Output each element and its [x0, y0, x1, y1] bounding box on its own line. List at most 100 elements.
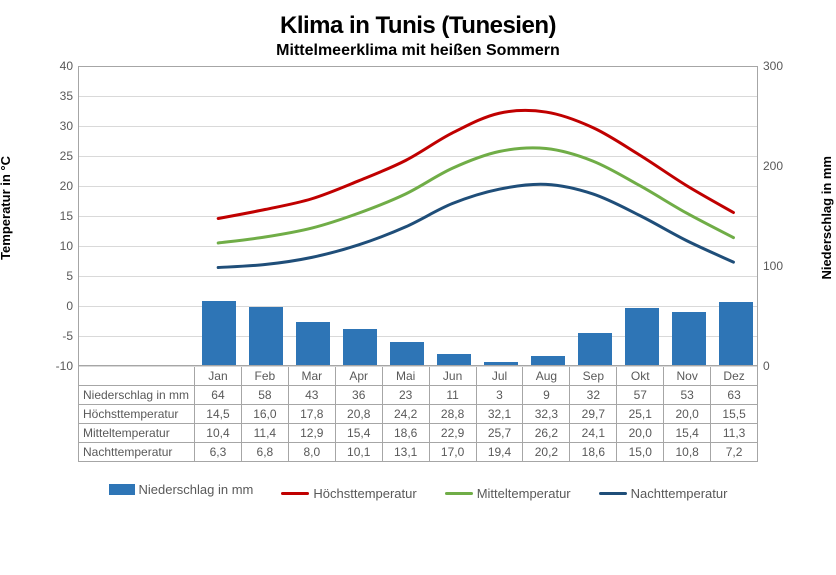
category-cell: Feb	[242, 367, 289, 385]
data-cell: 20,2	[523, 443, 570, 461]
data-cell: 15,5	[711, 405, 758, 423]
category-cell: Nov	[664, 367, 711, 385]
data-cell: 12,9	[289, 424, 336, 442]
legend-label: Höchsttemperatur	[313, 486, 416, 501]
data-cell: 26,2	[523, 424, 570, 442]
data-cell: 22,9	[430, 424, 477, 442]
legend-label: Nachttemperatur	[631, 486, 728, 501]
row-header: Höchsttemperatur	[79, 405, 195, 423]
plot-area: -10-505101520253035400100200300	[78, 66, 758, 366]
data-cell: 15,4	[664, 424, 711, 442]
data-cell: 32	[570, 386, 617, 404]
table-row: Nachttemperatur6,36,88,010,113,117,019,4…	[79, 442, 758, 461]
category-cell: Dez	[711, 367, 758, 385]
legend: Niederschlag in mm Höchsttemperatur Mittel…	[12, 482, 824, 501]
data-cell: 18,6	[383, 424, 430, 442]
row-header: Nachttemperatur	[79, 443, 195, 461]
data-cell: 11,3	[711, 424, 758, 442]
data-cell: 7,2	[711, 443, 758, 461]
data-cell: 43	[289, 386, 336, 404]
legend-line-icon	[599, 492, 627, 495]
category-cell: Jul	[477, 367, 524, 385]
data-cell: 20,0	[617, 424, 664, 442]
data-cell: 17,8	[289, 405, 336, 423]
data-cell: 63	[711, 386, 758, 404]
data-cell: 15,4	[336, 424, 383, 442]
climate-chart-container: Klima in Tunis (Tunesien) Mittelmeerklim…	[0, 0, 836, 575]
y-tick-left: -10	[56, 359, 79, 373]
data-cell: 8,0	[289, 443, 336, 461]
data-cell: 6,3	[195, 443, 242, 461]
data-cell: 25,7	[477, 424, 524, 442]
y-tick-left: 25	[60, 149, 79, 163]
y-tick-left: 0	[66, 299, 79, 313]
category-cell: Jun	[430, 367, 477, 385]
data-cell: 29,7	[570, 405, 617, 423]
y-tick-left: 10	[60, 239, 79, 253]
chart-area: Temperatur in °C Niederschlag in mm -10-…	[48, 66, 788, 462]
data-cell: 11	[430, 386, 477, 404]
lines-svg	[79, 66, 757, 365]
table-row: Höchsttemperatur14,516,017,820,824,228,8…	[79, 404, 758, 423]
data-table: JanFebMarAprMaiJunJulAugSepOktNovDezNied…	[78, 366, 758, 462]
data-cell: 10,8	[664, 443, 711, 461]
row-header: Niederschlag in mm	[79, 386, 195, 404]
data-cell: 32,1	[477, 405, 524, 423]
y-axis-right-label: Niederschlag in mm	[819, 156, 834, 280]
category-cell: Apr	[336, 367, 383, 385]
data-cell: 10,4	[195, 424, 242, 442]
category-cell: Mar	[289, 367, 336, 385]
data-cell: 3	[477, 386, 524, 404]
data-cell: 17,0	[430, 443, 477, 461]
data-cell: 13,1	[383, 443, 430, 461]
y-axis-left-label: Temperatur in °C	[0, 156, 13, 260]
chart-title: Klima in Tunis (Tunesien)	[12, 12, 824, 40]
legend-bar-icon	[109, 484, 135, 495]
y-tick-left: 5	[66, 269, 79, 283]
data-cell: 64	[195, 386, 242, 404]
line-high	[218, 110, 733, 218]
table-row: Niederschlag in mm6458433623113932575363	[79, 385, 758, 404]
legend-item-high: Höchsttemperatur	[281, 486, 416, 501]
data-cell: 57	[617, 386, 664, 404]
y-tick-left: 15	[60, 209, 79, 223]
data-cell: 20,0	[664, 405, 711, 423]
data-cell: 15,0	[617, 443, 664, 461]
category-cell: Jan	[195, 367, 242, 385]
legend-line-icon	[281, 492, 309, 495]
chart-subtitle: Mittelmeerklima mit heißen Sommern	[12, 42, 824, 60]
data-cell: 14,5	[195, 405, 242, 423]
data-cell: 23	[383, 386, 430, 404]
data-cell: 58	[242, 386, 289, 404]
data-cell: 18,6	[570, 443, 617, 461]
y-tick-right: 0	[757, 359, 770, 373]
category-cell: Okt	[617, 367, 664, 385]
legend-label: Niederschlag in mm	[139, 482, 254, 497]
category-cell: Mai	[383, 367, 430, 385]
y-tick-left: 35	[60, 89, 79, 103]
data-cell: 16,0	[242, 405, 289, 423]
data-cell: 9	[523, 386, 570, 404]
y-tick-left: 40	[60, 59, 79, 73]
legend-label: Mitteltemperatur	[477, 486, 571, 501]
data-cell: 24,2	[383, 405, 430, 423]
y-tick-right: 200	[757, 159, 783, 173]
data-cell: 19,4	[477, 443, 524, 461]
data-cell: 25,1	[617, 405, 664, 423]
data-cell: 32,3	[523, 405, 570, 423]
data-cell: 10,1	[336, 443, 383, 461]
category-cell: Sep	[570, 367, 617, 385]
data-cell: 24,1	[570, 424, 617, 442]
data-cell: 53	[664, 386, 711, 404]
category-row: JanFebMarAprMaiJunJulAugSepOktNovDez	[79, 366, 758, 385]
y-tick-left: 20	[60, 179, 79, 193]
category-cell: Aug	[523, 367, 570, 385]
row-header: Mitteltemperatur	[79, 424, 195, 442]
legend-item-low: Nachttemperatur	[599, 486, 728, 501]
legend-item-precip: Niederschlag in mm	[109, 482, 254, 497]
data-cell: 11,4	[242, 424, 289, 442]
table-corner	[79, 367, 195, 385]
y-tick-left: 30	[60, 119, 79, 133]
gridline	[79, 366, 757, 367]
y-tick-right: 300	[757, 59, 783, 73]
